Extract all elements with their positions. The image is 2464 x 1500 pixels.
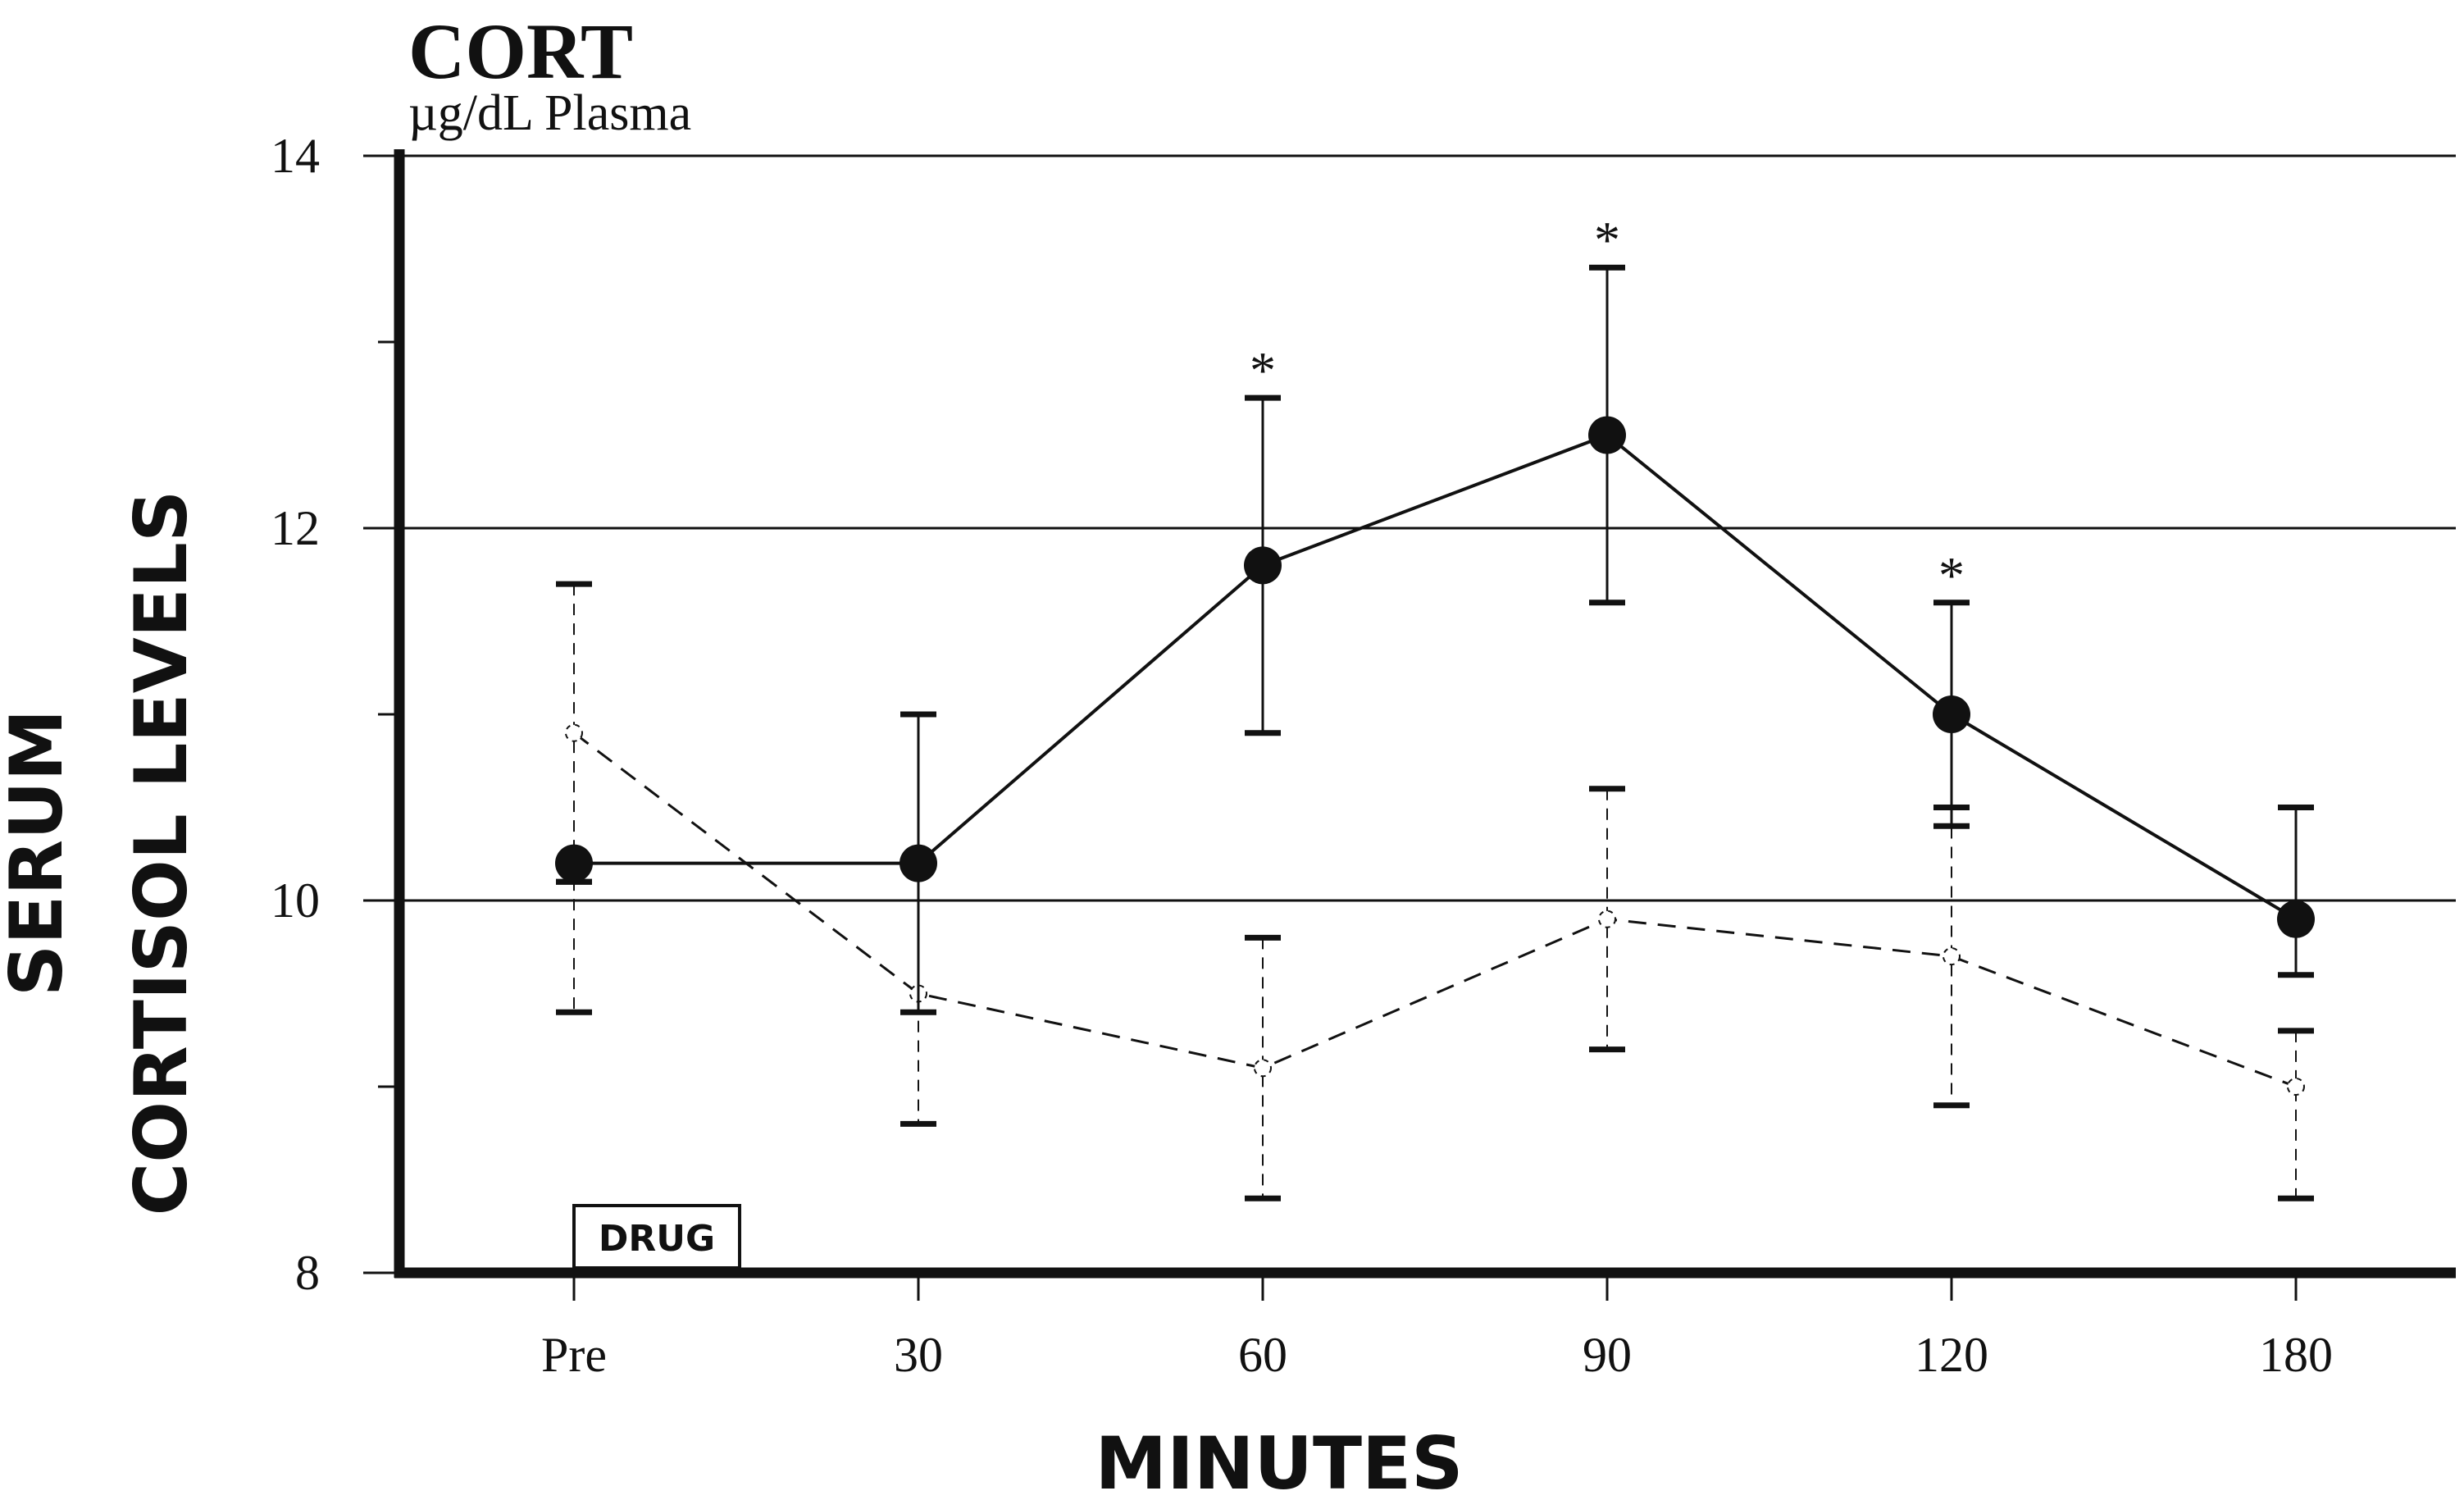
significance-star-60: * xyxy=(1250,341,1276,399)
solid-series-line xyxy=(574,433,2298,921)
x-tick-label-180: 180 xyxy=(2259,1328,2333,1382)
x-tick-label-60: 60 xyxy=(1238,1328,1287,1382)
x-axis-title: MINUTES xyxy=(1095,1421,1464,1500)
dashed-point-180 xyxy=(2287,1078,2305,1096)
x-tick-label-Pre: Pre xyxy=(541,1328,607,1382)
dashed-point-Pre xyxy=(565,723,583,742)
solid-point-90 xyxy=(1588,416,1626,454)
y-tick-label-8: 8 xyxy=(295,1246,320,1300)
x-tick-label-120: 120 xyxy=(1915,1328,1988,1382)
solid-point-Pre xyxy=(555,844,593,882)
chart-title: CORT xyxy=(408,7,633,95)
y-tick-label-12: 12 xyxy=(271,501,320,555)
solid-point-180 xyxy=(2277,900,2315,938)
y-axis-title: SERUM CORTISOL LEVELS xyxy=(0,490,203,1216)
dashed-point-90 xyxy=(1598,910,1616,928)
drug-label: DRUG xyxy=(599,1218,715,1260)
y-tick-label-10: 10 xyxy=(271,873,320,928)
y-tick-label-14: 14 xyxy=(271,129,320,183)
drug-box: DRUG xyxy=(572,1204,741,1270)
dashed-point-60 xyxy=(1254,1059,1272,1078)
solid-point-30 xyxy=(900,844,937,882)
x-tick-label-90: 90 xyxy=(1583,1328,1632,1382)
solid-point-120 xyxy=(1933,695,1970,733)
significance-star-120: * xyxy=(1938,546,1965,604)
y-axis-title-line1: SERUM xyxy=(0,709,79,996)
dashed-series-line xyxy=(573,732,2297,1088)
unit-label: µg/dL Plasma xyxy=(408,85,691,141)
x-tick-label-30: 30 xyxy=(894,1328,943,1382)
significance-star-90: * xyxy=(1594,211,1620,269)
y-axis-title-line2: CORTISOL LEVELS xyxy=(119,490,203,1216)
solid-point-60 xyxy=(1244,546,1282,585)
dashed-point-120 xyxy=(1943,947,1961,966)
